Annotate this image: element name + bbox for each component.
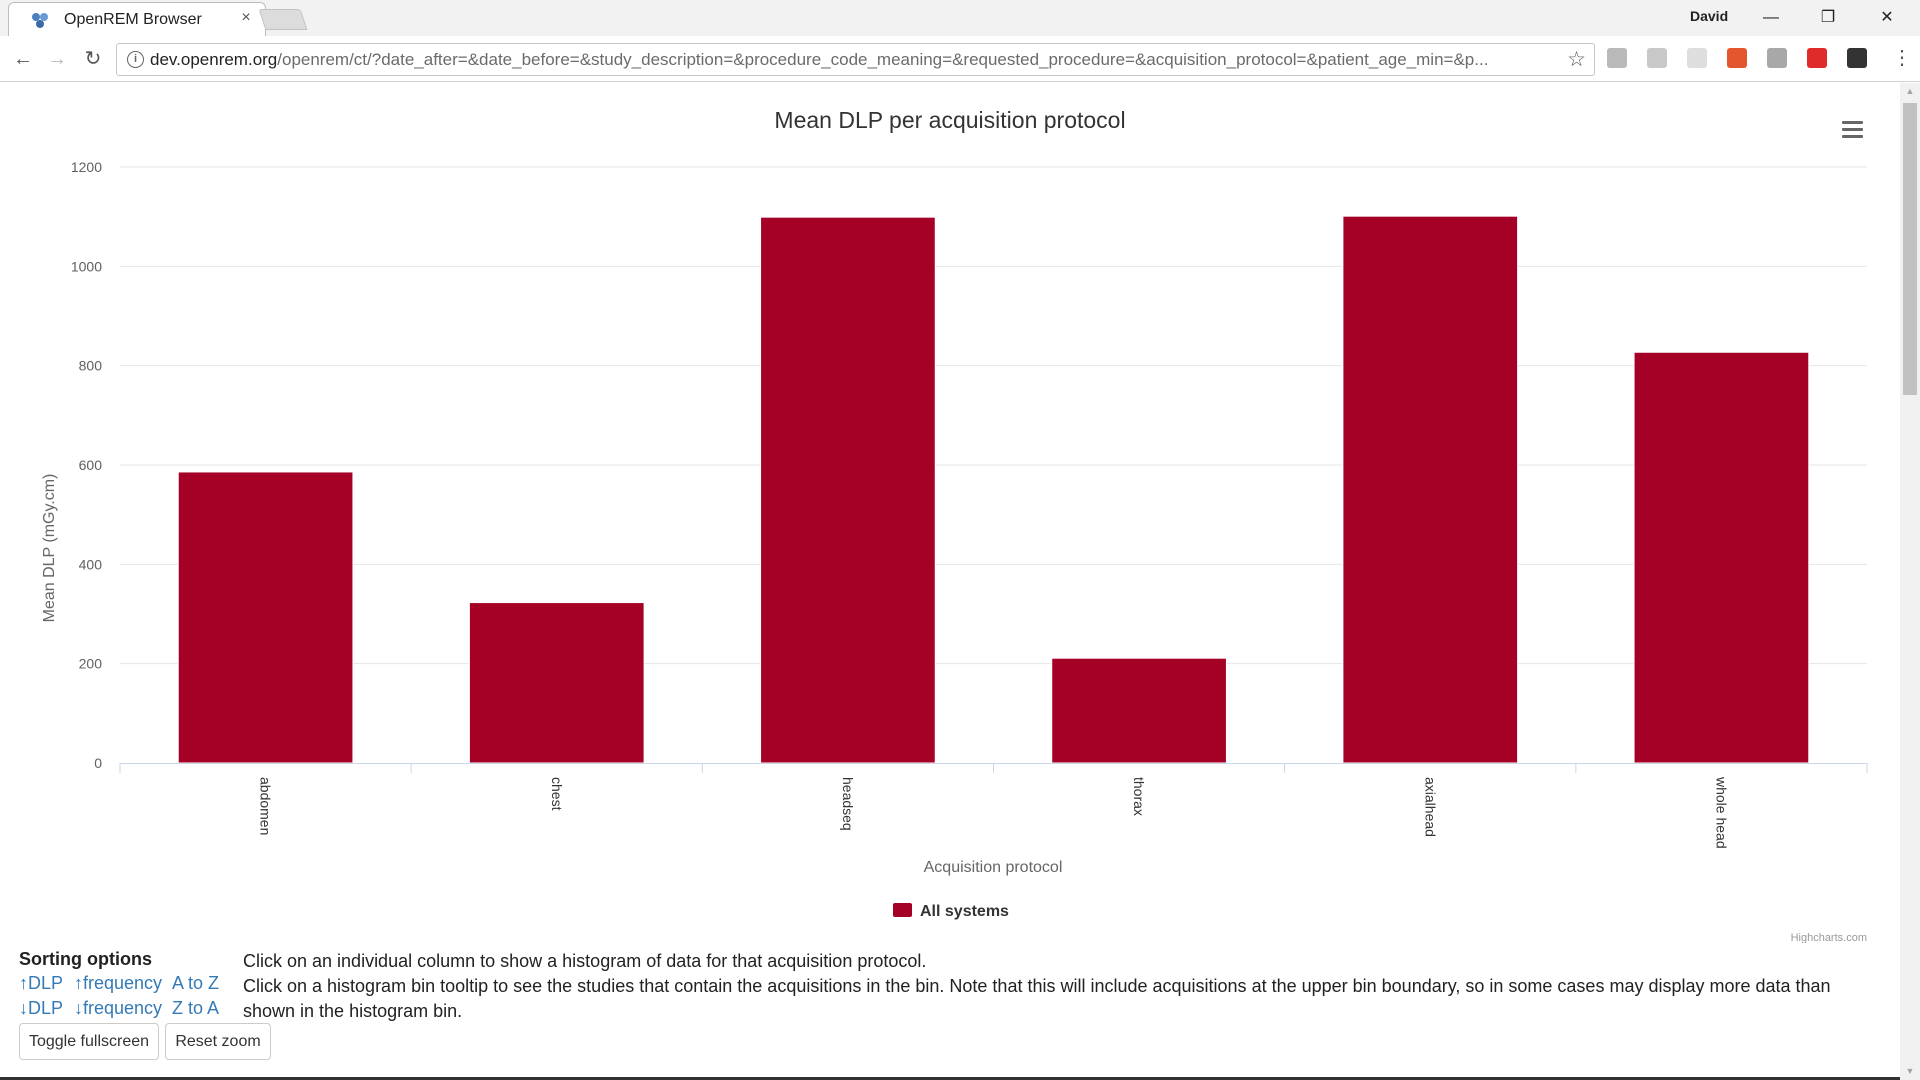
legend-swatch: [893, 903, 912, 917]
sorting-title: Sorting options: [19, 949, 152, 969]
y-tick-label: 400: [79, 556, 103, 572]
url-path: /openrem/ct/?date_after=&date_before=&st…: [277, 50, 1489, 69]
address-bar[interactable]: i dev.openrem.org/openrem/ct/?date_after…: [116, 43, 1595, 76]
y-tick-label: 600: [79, 457, 103, 473]
minimize-icon[interactable]: —: [1763, 9, 1779, 26]
y-tick-label: 200: [79, 656, 103, 672]
help-text-column: Click on an individual column to show a …: [243, 951, 927, 971]
sorting-links: ↑DLP ↑frequency A to Z ↓DLP ↓frequency Z…: [19, 973, 249, 1023]
chart-title: Mean DLP per acquisition protocol: [774, 107, 1125, 133]
y-axis-title: Mean DLP (mGy.cm): [41, 474, 58, 623]
office-icon[interactable]: [1727, 48, 1747, 68]
legend-item[interactable]: All systems: [893, 903, 1009, 920]
tab-title: OpenREM Browser: [64, 11, 202, 28]
window-bottom-edge: [0, 1077, 1900, 1080]
tab-close-icon[interactable]: ×: [241, 9, 251, 26]
bar-axialhead[interactable]: [1342, 215, 1519, 764]
page-content: Mean DLP per acquisition protocol 0 200 40…: [0, 83, 1900, 1080]
bookmark-star-icon[interactable]: ☆: [1567, 48, 1586, 71]
x-axis-title: Acquisition protocol: [924, 859, 1063, 876]
y-tick-label: 1000: [71, 258, 102, 274]
window-close-icon[interactable]: ✕: [1880, 9, 1894, 26]
x-tick-label: chest: [549, 777, 565, 811]
page-scrollbar[interactable]: ▲ ▼: [1900, 83, 1920, 1080]
toggle-fullscreen-button[interactable]: Toggle fullscreen: [19, 1023, 159, 1060]
chart-menu-icon[interactable]: [1842, 121, 1863, 138]
sort-frequency-ascending[interactable]: ↑frequency: [74, 973, 163, 993]
x-tick-label: abdomen: [258, 777, 274, 835]
bar-thorax[interactable]: [1051, 657, 1227, 764]
new-tab-button[interactable]: [258, 9, 308, 30]
sort-a-to-z[interactable]: A to Z: [172, 973, 220, 993]
url-text[interactable]: dev.openrem.org/openrem/ct/?date_after=&…: [150, 50, 1540, 70]
reload-icon[interactable]: ↻: [84, 48, 102, 70]
document-icon[interactable]: [1687, 48, 1707, 68]
highcharts-credits[interactable]: Highcharts.com: [1791, 932, 1867, 943]
bar-headseq[interactable]: [760, 216, 936, 764]
info-icon[interactable]: i: [127, 51, 144, 68]
mask-icon[interactable]: [1847, 48, 1867, 68]
x-tick-label: thorax: [1131, 777, 1147, 816]
x-tick-label: whole head: [1713, 776, 1729, 849]
legend-label: All systems: [920, 903, 1009, 920]
help-text-histogram: Click on a histogram bin tooltip to see …: [243, 976, 1831, 1021]
scroll-up-icon[interactable]: ▲: [1905, 86, 1915, 96]
bars: [177, 215, 1810, 764]
sort-z-to-a[interactable]: Z to A: [172, 998, 220, 1018]
profile-name[interactable]: David: [1690, 8, 1729, 24]
sort-dlp-ascending[interactable]: ↑DLP: [19, 973, 64, 993]
pdf-icon[interactable]: [1647, 48, 1667, 68]
chart: Mean DLP per acquisition protocol 0 200 40…: [41, 107, 1868, 943]
url-host: dev.openrem.org: [150, 50, 278, 69]
restore-icon[interactable]: ❐: [1820, 9, 1836, 26]
bar-abdomen[interactable]: [177, 471, 354, 764]
grid-lines: 0 200 400 600 800 1000 1200: [71, 159, 1867, 771]
x-tick-label: headseq: [840, 777, 856, 831]
drive-icon[interactable]: [1607, 48, 1627, 68]
bar-chest[interactable]: [468, 602, 645, 764]
reset-zoom-button[interactable]: Reset zoom: [165, 1023, 271, 1060]
y-tick-label: 0: [94, 755, 102, 771]
scrollbar-thumb[interactable]: [1903, 103, 1917, 395]
openrem-logo-icon: [32, 13, 48, 28]
browser-menu-icon[interactable]: ⋮: [1892, 47, 1912, 69]
scroll-down-icon[interactable]: ▼: [1905, 1066, 1915, 1076]
tab-openrem-browser[interactable]: OpenREM Browser ×: [8, 2, 266, 36]
back-icon[interactable]: ←: [13, 48, 33, 70]
y-tick-label: 800: [79, 358, 103, 374]
adblock-icon[interactable]: [1807, 48, 1827, 68]
sort-frequency-descending[interactable]: ↓frequency: [74, 998, 163, 1018]
sort-dlp-descending[interactable]: ↓DLP: [19, 998, 64, 1018]
browser-toolbar: ← → ↻ i dev.openrem.org/openrem/ct/?date…: [0, 36, 1920, 82]
x-axis: abdomen chest headseq thorax axialhead whole …: [119, 763, 1868, 849]
y-tick-label: 1200: [71, 159, 102, 175]
forward-icon[interactable]: →: [47, 48, 67, 70]
bar-whole-head[interactable]: [1633, 351, 1810, 764]
note-icon[interactable]: [1767, 48, 1787, 68]
x-tick-label: axialhead: [1422, 777, 1438, 837]
tab-strip: OpenREM Browser × David — ❐ ✕: [0, 0, 1920, 36]
